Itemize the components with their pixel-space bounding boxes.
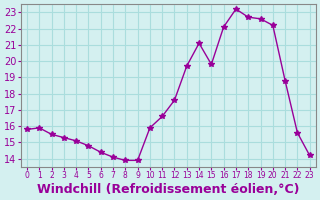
X-axis label: Windchill (Refroidissement éolien,°C): Windchill (Refroidissement éolien,°C): [37, 183, 300, 196]
